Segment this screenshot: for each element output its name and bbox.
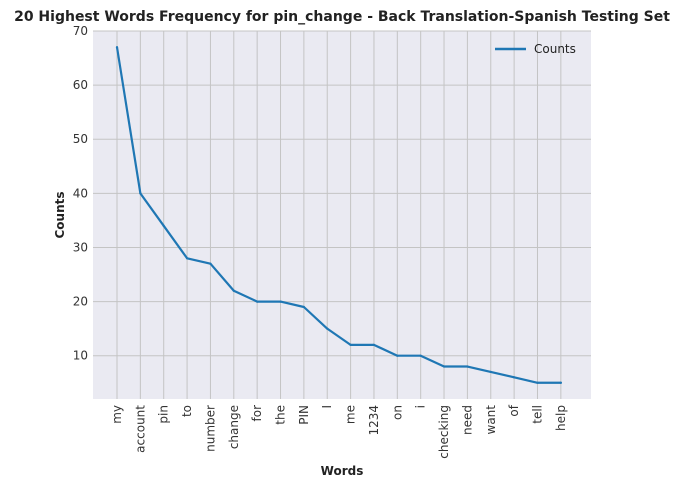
x-tick-label: to xyxy=(180,405,194,417)
chart-title: 20 Highest Words Frequency for pin_chang… xyxy=(14,9,670,25)
data-point xyxy=(302,305,305,309)
data-point xyxy=(232,289,235,292)
x-tick-label: need xyxy=(460,405,474,435)
x-tick-label: of xyxy=(507,404,521,416)
data-point xyxy=(256,300,259,303)
data-point xyxy=(162,224,165,227)
x-tick-label: for xyxy=(250,405,264,422)
x-tick-label: change xyxy=(227,405,241,449)
x-tick-label: number xyxy=(203,405,217,452)
y-tick-label: 20 xyxy=(73,295,88,309)
x-tick-label: checking xyxy=(437,405,451,459)
data-point xyxy=(209,262,212,265)
x-tick-label: tell xyxy=(530,405,544,424)
x-tick-label: my xyxy=(110,405,124,424)
y-tick-label: 40 xyxy=(73,186,88,200)
series-line-counts xyxy=(115,46,562,384)
data-point xyxy=(372,343,376,346)
x-tick-label: help xyxy=(554,405,568,431)
x-axis-label: Words xyxy=(321,464,364,478)
y-tick-labels: 10 20 30 40 50 60 70 xyxy=(73,24,88,363)
data-point xyxy=(185,257,189,260)
y-tick-label: 60 xyxy=(73,78,88,92)
y-tick-label: 70 xyxy=(73,24,88,38)
data-point xyxy=(139,192,142,195)
data-point xyxy=(559,381,562,384)
data-point xyxy=(489,370,492,374)
data-point xyxy=(466,365,469,368)
x-tick-label: 1234 xyxy=(367,405,381,436)
legend-label-counts: Counts xyxy=(534,42,576,56)
data-point xyxy=(349,343,352,346)
data-point xyxy=(396,354,399,357)
x-tick-label: want xyxy=(484,405,498,435)
x-tick-label: me xyxy=(344,405,358,424)
y-tick-label: 10 xyxy=(73,349,88,363)
x-tick-label: account xyxy=(133,405,147,453)
plot-area xyxy=(93,31,591,399)
data-point xyxy=(513,376,516,379)
x-tick-label: on xyxy=(390,405,404,420)
data-point xyxy=(536,381,539,384)
data-point xyxy=(419,354,422,357)
x-tick-label: PIN xyxy=(297,405,311,425)
x-tick-label: the xyxy=(274,405,288,425)
data-point xyxy=(279,300,282,303)
legend: Counts xyxy=(495,42,576,56)
x-tick-label: i xyxy=(414,405,428,408)
y-tick-label: 50 xyxy=(73,132,88,146)
data-point xyxy=(115,46,119,49)
y-tick-label: 30 xyxy=(73,240,88,254)
x-tick-label: pin xyxy=(157,405,171,424)
x-tick-label: I xyxy=(320,405,334,409)
series-layer xyxy=(115,46,562,384)
data-point xyxy=(326,327,329,330)
y-axis-label: Counts xyxy=(53,191,67,238)
grid-lines xyxy=(93,30,591,399)
data-point xyxy=(442,365,446,368)
